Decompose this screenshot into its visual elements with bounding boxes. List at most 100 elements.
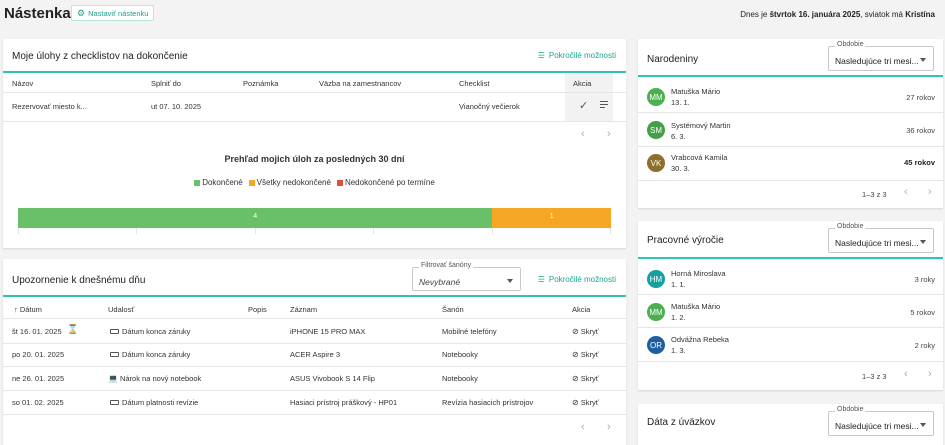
- notice-record-link[interactable]: ACER Aspire 3: [290, 350, 341, 359]
- action-column-bg: [565, 73, 613, 121]
- person-name-link[interactable]: Matuška Mário: [671, 302, 721, 311]
- legend-item: Dokončené: [194, 178, 243, 187]
- person-name-link[interactable]: Matuška Mário: [671, 87, 721, 96]
- col-date[interactable]: ↑ Dátum: [14, 305, 42, 314]
- pagination-info: 1–3 z 3: [862, 190, 887, 199]
- notice-folder-link[interactable]: Revízia hasiacich prístrojov: [442, 398, 534, 407]
- person-name-link[interactable]: Systémový Martin: [671, 121, 731, 130]
- divider: [3, 318, 626, 319]
- avatar: OR: [647, 336, 665, 354]
- col-employees[interactable]: Väzba na zamestnancov: [319, 79, 402, 88]
- divider: [638, 294, 943, 295]
- divider: [638, 327, 943, 328]
- avatar: MM: [647, 88, 665, 106]
- divider: [3, 121, 626, 122]
- bar-segment[interactable]: 1: [492, 208, 611, 228]
- prev-page-icon[interactable]: ‹: [904, 186, 908, 198]
- event-icon: [110, 329, 119, 334]
- next-page-icon[interactable]: ›: [928, 186, 932, 198]
- notice-date: so 01. 02. 2025: [12, 398, 64, 407]
- notice-event: 💻 Nárok na nový notebook: [108, 374, 202, 383]
- prev-page-icon[interactable]: ‹: [581, 128, 585, 140]
- birthdays-card: Narodeniny Obdobie Nasledujúce tri mesi.…: [638, 39, 943, 208]
- folder-filter-select[interactable]: Filtrovať šanóny Nevybrané: [412, 262, 521, 291]
- birthday-date: 6. 3.: [671, 132, 686, 141]
- prev-page-icon[interactable]: ‹: [904, 368, 908, 380]
- notices-advanced-options-button[interactable]: ☰ Pokročilé možnosti: [537, 275, 616, 284]
- chevron-down-icon: [920, 240, 926, 244]
- notice-date: ne 26. 01. 2025: [12, 374, 65, 383]
- birthday-date: 13. 1.: [671, 98, 690, 107]
- divider: [638, 75, 943, 77]
- event-icon: [110, 352, 119, 357]
- notice-date: po 20. 01. 2025: [12, 350, 65, 359]
- person-name-link[interactable]: Vrabcová Kamila: [671, 153, 728, 162]
- list-icon: ☰: [537, 51, 545, 60]
- col-name[interactable]: Názov: [12, 79, 34, 88]
- chart-legend: Dokončené Všetky nedokončené Nedokončené…: [3, 178, 626, 187]
- task-checklist-link[interactable]: Vianočný večierok: [459, 102, 520, 111]
- anniversary-date: 1. 1.: [671, 280, 686, 289]
- bar-segment[interactable]: 4: [18, 208, 493, 228]
- notice-folder-link[interactable]: Notebooky: [442, 350, 478, 359]
- hide-button[interactable]: ⊘ Skryť: [572, 327, 599, 336]
- col-action: Akcia: [573, 79, 592, 88]
- edit-list-icon[interactable]: [600, 100, 610, 109]
- check-icon[interactable]: ✓: [579, 100, 589, 112]
- divider: [638, 257, 943, 259]
- hide-button[interactable]: ⊘ Skryť: [572, 350, 599, 359]
- years: 3 roky: [914, 275, 935, 284]
- col-due[interactable]: Splniť do: [151, 79, 181, 88]
- col-description[interactable]: Popis: [248, 305, 267, 314]
- tasks-advanced-options-button[interactable]: ☰ Pokročilé možnosti: [537, 51, 616, 60]
- birthdays-title: Narodeniny: [647, 54, 699, 65]
- list-icon: ☰: [537, 275, 545, 284]
- col-checklist[interactable]: Checklist: [459, 79, 490, 88]
- divider: [638, 112, 943, 113]
- col-event[interactable]: Udalosť: [108, 305, 135, 314]
- col-record[interactable]: Záznam: [290, 305, 318, 314]
- pagination-info: 1–3 z 3: [862, 372, 887, 381]
- col-note[interactable]: Poznámka: [243, 79, 279, 88]
- notice-folder-link[interactable]: Mobilné telefóny: [442, 327, 497, 336]
- birthdays-period-select[interactable]: Obdobie Nasledujúce tri mesi...: [828, 41, 934, 71]
- person-name-link[interactable]: Horná Miroslava: [671, 269, 726, 278]
- hide-button[interactable]: ⊘ Skryť: [572, 374, 599, 383]
- next-page-icon[interactable]: ›: [928, 368, 932, 380]
- age: 45 rokov: [904, 158, 935, 167]
- eye-off-icon: ⊘: [572, 327, 579, 336]
- event-icon: [110, 400, 119, 405]
- age: 36 rokov: [906, 126, 935, 135]
- legend-item: Všetky nedokončené: [248, 178, 331, 187]
- avatar: MM: [647, 303, 665, 321]
- notice-record-link[interactable]: ASUS Vivobook S 14 Flip: [290, 374, 375, 383]
- years: 5 rokov: [910, 308, 935, 317]
- person-name-link[interactable]: Odvážna Rebeka: [671, 335, 729, 344]
- anniversary-date: 1. 3.: [671, 346, 686, 355]
- next-page-icon[interactable]: ›: [607, 128, 611, 140]
- notice-folder-link[interactable]: Notebooky: [442, 374, 478, 383]
- notice-event: Dátum konca záruky: [110, 327, 190, 336]
- notices-card: Upozornenie k dnešnému dňu Filtrovať šan…: [3, 259, 626, 445]
- task-name-link[interactable]: Rezervovať miesto k...: [12, 102, 87, 111]
- next-page-icon[interactable]: ›: [607, 421, 611, 433]
- divider: [3, 295, 626, 297]
- contracts-period-select[interactable]: Obdobie Nasledujúce tri mesi...: [828, 406, 934, 436]
- birthday-date: 30. 3.: [671, 164, 690, 173]
- laptop-icon: 💻: [108, 374, 118, 383]
- anniversaries-card: Pracovné výročie Obdobie Nasledujúce tri…: [638, 221, 943, 390]
- contracts-title: Dáta z úväzkov: [647, 417, 716, 428]
- prev-page-icon[interactable]: ‹: [581, 421, 585, 433]
- bar-value-label: 1: [549, 213, 554, 220]
- set-dashboard-button[interactable]: ⚙ Nastaviť nástenku: [71, 5, 155, 21]
- chart-title: Prehľad mojich úloh za posledných 30 dní: [224, 154, 405, 164]
- notice-record-link[interactable]: iPHONE 15 PRO MAX: [290, 327, 366, 336]
- anniversaries-period-select[interactable]: Obdobie Nasledujúce tri mesi...: [828, 223, 934, 253]
- col-folder[interactable]: Šanón: [442, 305, 464, 314]
- notice-record-link[interactable]: Hasiaci prístroj práškový - HP01: [290, 398, 398, 407]
- hide-button[interactable]: ⊘ Skryť: [572, 398, 599, 407]
- sort-up-icon: ↑: [14, 305, 18, 314]
- divider: [3, 343, 626, 344]
- eye-off-icon: ⊘: [572, 350, 579, 359]
